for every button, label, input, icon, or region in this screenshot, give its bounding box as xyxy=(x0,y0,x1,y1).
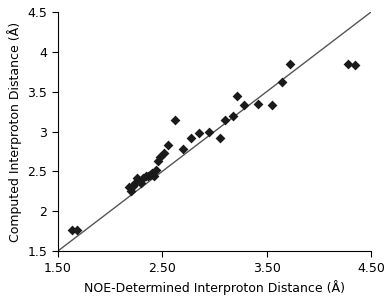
Point xyxy=(216,136,223,140)
Point xyxy=(269,103,275,108)
Point xyxy=(230,113,236,118)
Point xyxy=(149,171,155,175)
Point xyxy=(188,136,194,140)
Point xyxy=(130,183,136,188)
Point xyxy=(345,61,351,66)
X-axis label: NOE-Determined Interproton Distance (Å): NOE-Determined Interproton Distance (Å) xyxy=(84,280,345,295)
Point xyxy=(134,175,140,180)
Point xyxy=(142,174,149,178)
Point xyxy=(206,129,212,134)
Point xyxy=(161,151,167,156)
Point xyxy=(126,185,132,190)
Point xyxy=(138,181,145,186)
Point xyxy=(222,117,228,122)
Point xyxy=(128,189,134,194)
Point xyxy=(153,167,159,172)
Point xyxy=(151,174,157,178)
Point xyxy=(180,147,186,152)
Point xyxy=(132,181,138,186)
Point xyxy=(196,131,202,136)
Point xyxy=(234,93,241,98)
Point xyxy=(172,117,178,122)
Point xyxy=(145,174,151,178)
Y-axis label: Computed Interproton Distance (Å): Computed Interproton Distance (Å) xyxy=(7,21,22,242)
Point xyxy=(255,101,261,106)
Point xyxy=(136,178,142,183)
Point xyxy=(155,159,161,163)
Point xyxy=(165,143,172,147)
Point xyxy=(241,103,247,108)
Point xyxy=(352,62,359,67)
Point xyxy=(140,175,147,180)
Point xyxy=(69,228,76,233)
Point xyxy=(287,61,293,66)
Point xyxy=(147,172,153,177)
Point xyxy=(73,228,80,233)
Point xyxy=(157,155,163,159)
Point xyxy=(279,80,285,85)
